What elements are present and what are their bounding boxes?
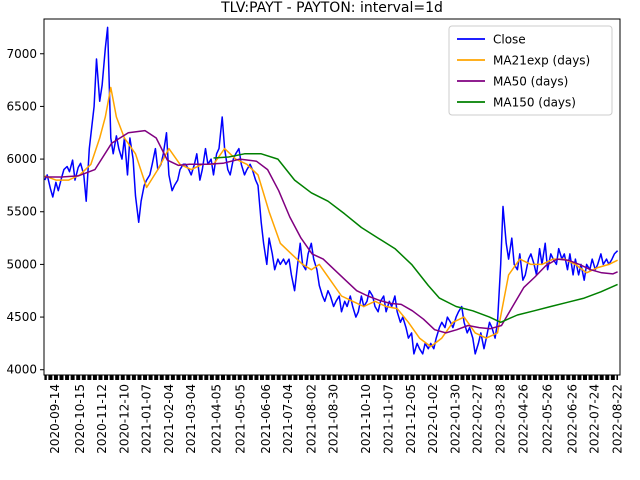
series-line-close [44,26,619,355]
x-tick-label: 2020-12-10 [117,384,131,454]
x-tick-label: 2021-04-05 [210,384,224,454]
legend-box [448,25,613,116]
x-tick-label: 2021-08-02 [304,384,318,454]
x-axis: 2020-09-14 2020-10-15 2020-11-12 2020-12-10… [44,375,625,454]
x-tick-label: 2022-01-30 [448,384,462,454]
y-tick-label: 4000 [6,363,37,377]
x-tick-label: 2022-07-24 [588,384,602,454]
x-tick-label: 2022-04-26 [517,384,531,454]
y-tick-label: 6500 [6,99,37,113]
x-tick-label: 2021-05-05 [234,384,248,454]
y-tick-label: 4500 [6,310,37,324]
x-tick-label: 2021-02-04 [162,384,176,454]
y-tick-label: 6000 [6,152,37,166]
x-tick-label: 2021-12-05 [404,384,418,454]
x-tick-label: 2021-06-06 [259,384,273,454]
y-tick-label: 7000 [6,47,37,61]
x-ticks [44,375,619,380]
x-tick-label: 2022-01-02 [426,384,440,454]
x-tick-label: 2021-08-30 [327,384,341,454]
x-tick-label: 2021-11-07 [382,384,396,454]
legend-label: MA21exp (days) [493,54,590,68]
x-tick-label: 2020-11-12 [95,384,109,454]
x-tick-label: 2022-03-28 [494,384,508,454]
chart-title: TLV:PAYT - PAYTON: interval=1d [220,0,443,16]
x-tick-label: 2020-09-14 [48,384,62,454]
plot-lines [44,26,619,355]
y-tick-label: 5000 [6,257,37,271]
x-tick-label: 2021-10-10 [359,384,373,454]
y-tick-label: 5500 [6,205,37,219]
series-line-ma50-days [44,129,618,334]
series-line-ma150-days [213,153,618,324]
legend-label: Close [493,33,526,47]
y-axis: 4000 4500 5000 5500 6000 6500 7000 [6,47,44,377]
x-tick-label: 2022-05-26 [541,384,555,454]
legend-label: MA150 (days) [493,96,576,110]
x-tick-label: 2021-03-04 [184,384,198,454]
x-tick-label: 2022-06-26 [565,384,579,454]
x-tick-label: 2022-08-22 [611,384,625,454]
x-tick-label: 2022-02-27 [471,384,485,454]
x-tick-label: 2020-10-15 [73,384,87,454]
legend-label: MA50 (days) [493,75,568,89]
legend: Close MA21exp (days) MA50 (days) MA150 (day… [448,25,613,116]
x-tick-label: 2021-07-04 [281,384,295,454]
x-tick-label: 2021-01-07 [140,384,154,454]
series-line-ma21exp-days [44,86,618,348]
plot-frame [43,18,621,376]
